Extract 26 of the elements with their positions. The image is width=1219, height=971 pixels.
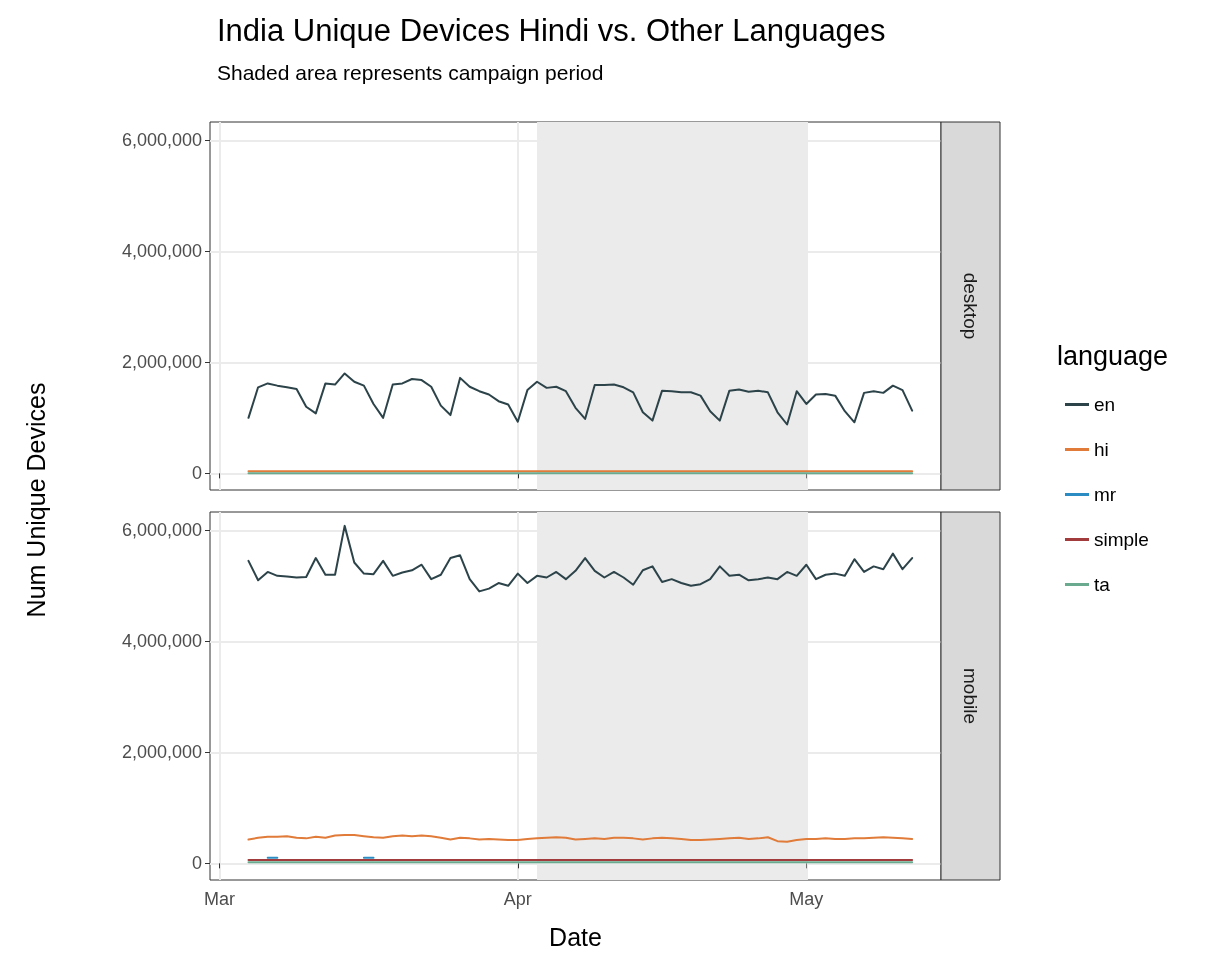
chart-subtitle: Shaded area represents campaign period bbox=[217, 61, 604, 84]
line-series bbox=[247, 372, 914, 426]
y-tick-label: 0 bbox=[191, 853, 202, 874]
legend-label: simple bbox=[1094, 529, 1149, 550]
y-axis-title: Num Unique Devices bbox=[22, 382, 50, 618]
x-axis-title: Date bbox=[549, 922, 602, 951]
line-series bbox=[247, 524, 914, 593]
y-tick-label: 6,000,000 bbox=[121, 520, 202, 541]
y-tick-label: 2,000,000 bbox=[121, 352, 202, 373]
legend-label: mr bbox=[1094, 484, 1117, 505]
x-tick-label: May bbox=[789, 889, 824, 909]
y-tick-label: 6,000,000 bbox=[121, 130, 202, 151]
line-series bbox=[247, 834, 914, 843]
legend-title: language bbox=[1057, 340, 1169, 371]
legend-label: ta bbox=[1094, 574, 1111, 595]
x-tick-label: Mar bbox=[204, 889, 236, 909]
legend-label: hi bbox=[1094, 439, 1109, 460]
text: mobile bbox=[960, 668, 981, 724]
y-tick-label: 4,000,000 bbox=[121, 241, 202, 262]
x-tick-label: Apr bbox=[503, 889, 532, 909]
y-tick-label: 2,000,000 bbox=[121, 742, 202, 763]
chart-title: India Unique Devices Hindi vs. Other Languages bbox=[217, 13, 886, 48]
y-tick-label: 4,000,000 bbox=[121, 631, 202, 652]
legend-label: en bbox=[1094, 394, 1116, 415]
y-tick-label: 0 bbox=[191, 463, 202, 484]
text: desktop bbox=[960, 272, 981, 340]
